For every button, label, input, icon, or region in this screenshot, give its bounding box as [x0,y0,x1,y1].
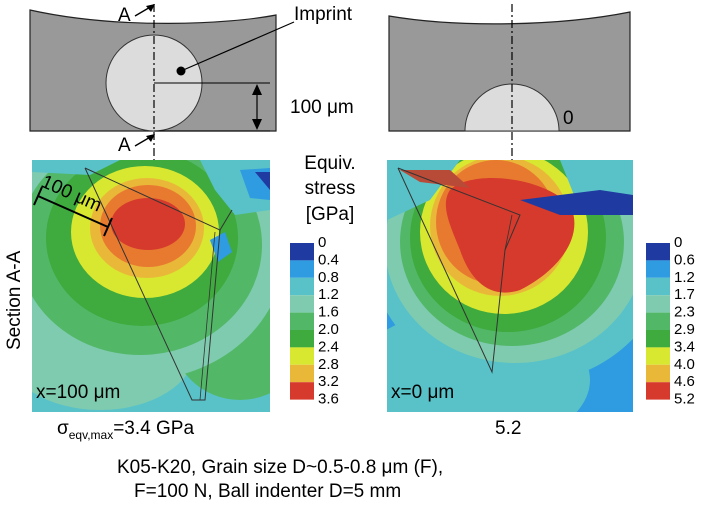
x-right-label: x=0 μm [391,382,454,403]
contour-plot-right [387,160,633,412]
legend-left-swatch [290,277,314,296]
legend-right-tick-label: 4.6 [674,373,695,390]
section-arrow-head-top [146,4,155,12]
legend-left-swatch [290,364,314,383]
legend-left-tick-label: 2.0 [318,321,339,338]
dimension-arrow-head-top [252,84,262,95]
sigma-subscript: eqv,max [68,427,114,442]
sigma-symbol: σ [57,418,69,439]
legend-right-swatch [646,347,670,365]
legend-left-tick-label: 1.2 [318,286,339,303]
imprint-leader-line [180,21,295,72]
legend-right-tick-label: 0 [674,234,682,251]
legend-left-swatch [290,347,314,365]
sigma-value: =3.4 GPa [113,418,195,439]
scale-bar-tick-right [103,217,113,237]
sigma-caption: σeqv,max=3.4 GPa [57,418,194,442]
section-arrow-head-bottom [146,134,155,142]
legend-title-line2: stress [305,178,356,199]
right-max-value: 5.2 [495,418,522,439]
legend-right-tick-label: 2.9 [674,321,695,338]
section-mark-bottom: A [118,135,131,156]
legend-right-tick-label: 0.6 [674,251,695,268]
legend-right-swatch [646,364,670,383]
legend-right-swatch [646,295,670,313]
scale-bar-tick-left [33,186,43,206]
legend-right-swatch [646,260,670,278]
legend-left-tick-label: 1.6 [318,304,339,321]
legend-right-tick-label: 5.2 [674,391,695,408]
zero-label: 0 [563,108,574,129]
legend-left-tick-label: 2.4 [318,338,339,355]
scale-bar-line [37,195,109,228]
legend-right-swatch [646,382,670,400]
legend-left-swatch [290,295,314,313]
legend-left-swatch [290,312,314,330]
caption-line-2: F=100 N, Ball indenter D=5 mm [134,481,402,502]
contour-plot-left [32,160,270,412]
legend-right-swatch [646,243,670,261]
legend-right-tick-label: 2.3 [674,304,695,321]
legend-title-line1: Equiv. [304,153,355,174]
legend-right-swatch [646,277,670,296]
legend-left-swatch [290,243,314,261]
legend-right-swatch [646,330,670,348]
legend-left-swatch [290,382,314,400]
legend-left-tick-label: 2.8 [318,356,339,373]
x-left-label: x=100 μm [36,382,120,403]
legend-left-tick-label: 3.6 [318,391,339,408]
legend-right-tick-label: 3.4 [674,338,695,355]
legend-left-swatch [290,330,314,348]
legend-left-tick-label: 0.4 [318,251,339,268]
legend-right-tick-label: 1.7 [674,286,695,303]
legend-left: 00.40.81.21.62.02.42.83.23.6 [290,234,339,408]
legend-title-line3: [GPa] [306,204,355,225]
legend-left-tick-label: 0.8 [318,269,339,286]
caption-line-1: K05-K20, Grain size D~0.5-0.8 μm (F), [117,457,444,478]
section-mark-top: A [118,5,131,26]
legend-right-tick-label: 1.2 [674,269,695,286]
legend-right-swatch [646,312,670,330]
section-a-a-label: Section A-A [4,250,25,350]
dimension-label: 100 μm [290,97,354,118]
top-right-surface-block [388,11,631,132]
dimension-arrow-head-bottom [252,119,262,130]
legend-left-swatch [290,260,314,278]
legend-right: 00.61.21.72.32.93.44.04.65.2 [646,234,695,408]
legend-right-tick-label: 4.0 [674,356,695,373]
imprint-label: Imprint [294,4,353,25]
legend-left-tick-label: 3.2 [318,373,339,390]
legend-left-tick-label: 0 [318,234,326,251]
